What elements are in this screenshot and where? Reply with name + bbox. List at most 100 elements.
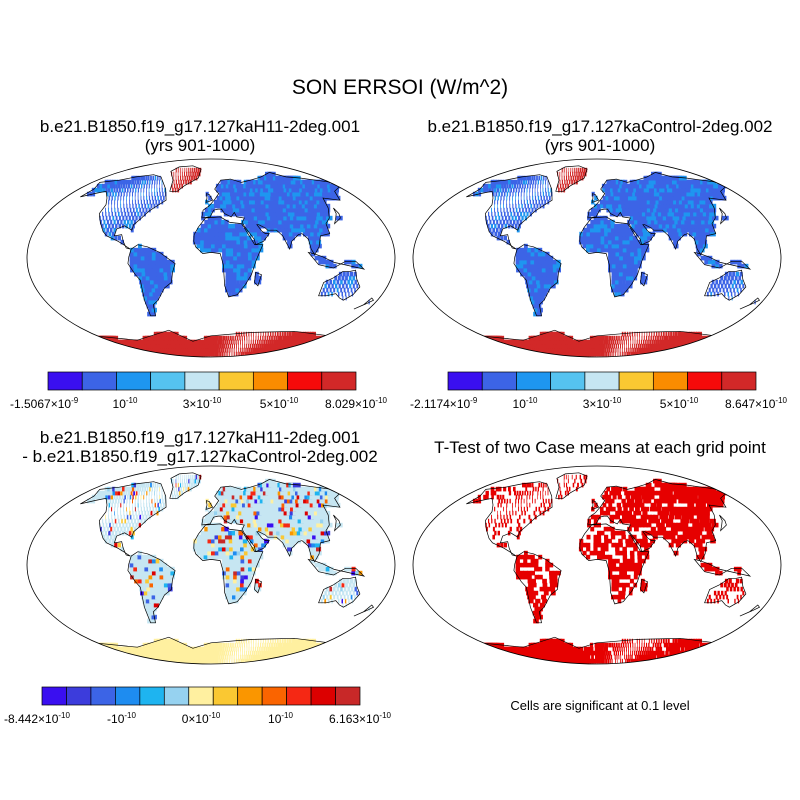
grid-cell (348, 291, 350, 297)
grid-cell (132, 506, 133, 512)
grid-cell (354, 594, 356, 600)
grid-cell (616, 347, 618, 353)
grid-cell (148, 554, 153, 560)
grid-cell (620, 343, 621, 349)
grid-cell (315, 534, 322, 540)
grid-cell (141, 287, 147, 293)
grid-cell (100, 219, 102, 225)
grid-cell (508, 183, 512, 189)
grid-cell (652, 335, 655, 341)
grid-cell (491, 215, 494, 221)
grid-cell (332, 263, 337, 269)
grid-cell (277, 335, 280, 341)
grid-cell (631, 227, 637, 233)
grid-cell (715, 287, 718, 293)
grid-cell (570, 175, 572, 181)
grid-cell (257, 343, 260, 349)
grid-cell (230, 498, 235, 504)
grid-cell (288, 347, 294, 353)
grid-cell (232, 658, 234, 664)
grid-cell (140, 558, 145, 564)
grid-cell (225, 550, 230, 556)
grid-cell (229, 263, 234, 269)
grid-cell (680, 347, 686, 353)
grid-cell (235, 534, 240, 540)
grid-cell (102, 215, 105, 221)
grid-cell (111, 231, 115, 237)
grid-cell (207, 211, 212, 217)
grid-cell (495, 191, 498, 197)
grid-cell (156, 187, 158, 193)
grid-cell (235, 331, 238, 337)
grid-cell (235, 283, 240, 289)
grid-cell (152, 291, 158, 297)
grid-cell (686, 211, 693, 217)
grid-cell (280, 646, 283, 652)
grid-cell (659, 207, 665, 213)
grid-cell (628, 283, 633, 289)
grid-cell (131, 179, 135, 185)
grid-cell (331, 590, 334, 596)
grid-cell (641, 335, 643, 341)
grid-cell (218, 227, 223, 233)
grid-cell (212, 658, 215, 664)
grid-cell (236, 243, 241, 249)
grid-cell (507, 187, 510, 193)
grid-cell (200, 542, 205, 548)
grid-cell (240, 263, 245, 269)
grid-cell (267, 339, 270, 345)
grid-cell (549, 267, 554, 273)
grid-cell (219, 650, 222, 656)
grid-cell (722, 287, 725, 293)
grid-cell (221, 546, 227, 552)
grid-cell (733, 287, 735, 293)
grid-cell (292, 646, 297, 652)
grid-cell (234, 343, 235, 349)
grid-cell (282, 235, 288, 241)
grid-cell (288, 642, 292, 648)
grid-cell (643, 215, 648, 221)
grid-cell (644, 247, 650, 253)
colorbar-swatch (618, 371, 654, 391)
grid-cell (581, 167, 584, 173)
grid-cell (527, 183, 529, 189)
grid-cell (207, 207, 212, 213)
grid-cell (131, 351, 141, 357)
grid-cell (256, 195, 262, 201)
grid-cell (298, 534, 304, 540)
grid-cell (258, 347, 261, 353)
grid-cell (215, 642, 219, 648)
grid-cell (129, 199, 130, 205)
grid-cell (658, 199, 665, 205)
grid-cell (227, 179, 232, 185)
grid-cell (151, 594, 157, 600)
grid-cell (123, 526, 126, 532)
grid-cell (239, 538, 244, 544)
grid-cell (343, 287, 346, 293)
coastline-madagascar (640, 271, 648, 287)
grid-cell (136, 514, 138, 520)
grid-cell (250, 339, 252, 345)
grid-cell (345, 275, 348, 281)
grid-cell (123, 514, 126, 520)
grid-cell (728, 295, 730, 301)
grid-cell (124, 187, 126, 193)
grid-cell (193, 542, 198, 548)
grid-cell (350, 594, 353, 600)
grid-cell (297, 211, 304, 217)
grid-cell (541, 287, 547, 293)
grid-cell (500, 195, 502, 201)
grid-cell (233, 554, 238, 560)
grid-cell (639, 215, 645, 221)
grid-cell (149, 275, 155, 281)
grid-cell (680, 227, 687, 233)
grid-cell (248, 331, 250, 337)
grid-cell (218, 235, 223, 241)
grid-cell (132, 187, 134, 193)
grid-cell (132, 203, 134, 209)
grid-cell (137, 199, 139, 205)
grid-cell (512, 351, 522, 357)
grid-cell (637, 255, 642, 261)
grid-cell (265, 331, 267, 337)
grid-cell (240, 331, 243, 337)
